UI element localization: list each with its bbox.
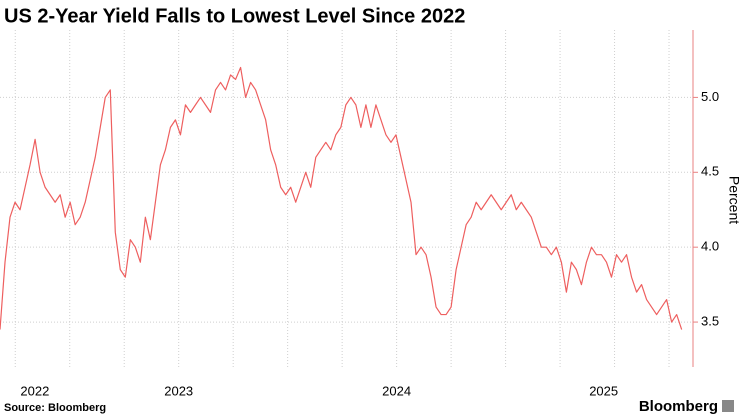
chart-title: US 2-Year Yield Falls to Lowest Level Si… bbox=[4, 5, 465, 27]
y-tick-label: 4.0 bbox=[701, 239, 719, 254]
x-tick-label: 2025 bbox=[589, 383, 618, 398]
source: Source: Bloomberg bbox=[4, 402, 106, 414]
x-tick-label: 2024 bbox=[382, 383, 411, 398]
x-tick-label: 2023 bbox=[164, 383, 193, 398]
logo: Bloomberg bbox=[639, 398, 718, 415]
y-tick-label: 3.5 bbox=[701, 314, 719, 329]
yield-line bbox=[0, 66, 683, 330]
x-tick-label: 2022 bbox=[20, 383, 49, 398]
logo-icon bbox=[722, 400, 734, 412]
y-axis-label: Percent bbox=[726, 176, 740, 224]
y-tick-label: 4.5 bbox=[701, 164, 719, 179]
y-tick-label: 5.0 bbox=[701, 89, 719, 104]
